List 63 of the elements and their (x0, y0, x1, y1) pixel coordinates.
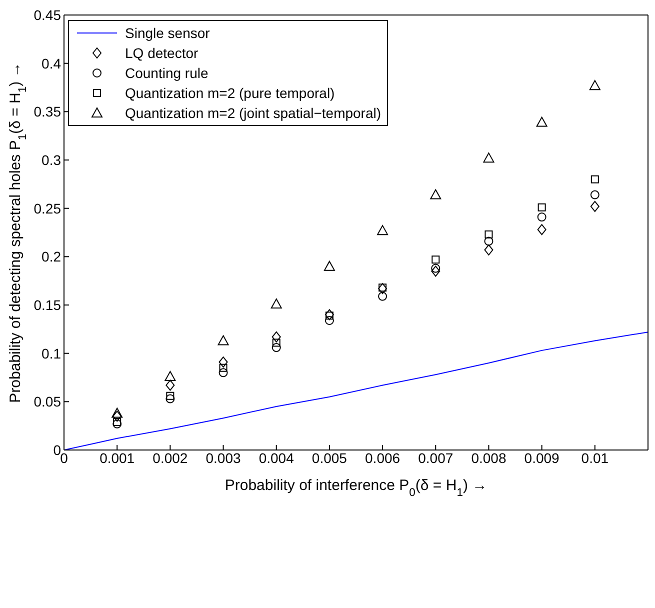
legend-label: Quantization m=2 (pure temporal) (125, 85, 335, 101)
y-tick-label: 0.25 (34, 200, 62, 216)
point (324, 260, 335, 271)
point (112, 408, 123, 418)
y-tick-label: 0.1 (42, 345, 62, 362)
point (324, 309, 334, 320)
point (483, 152, 494, 163)
point (590, 175, 599, 184)
y-tick-label: 0.35 (34, 104, 62, 120)
y-tick-label: 0.15 (34, 296, 62, 313)
point (166, 380, 175, 391)
y-tick-label: 0.05 (34, 394, 62, 410)
point (589, 80, 600, 90)
x-tick-label: 0.002 (152, 450, 188, 466)
point (431, 266, 440, 277)
legend-label: Quantization m=2 (joint spatial−temporal) (125, 105, 382, 121)
point (164, 371, 176, 382)
point (484, 230, 493, 238)
point (272, 331, 281, 342)
point (166, 394, 175, 404)
x-tick-label: 0.001 (100, 450, 135, 466)
point (272, 338, 280, 347)
legend-label: LQ detector (125, 45, 198, 61)
x-tick-label: 0.01 (581, 450, 609, 466)
point (430, 189, 442, 200)
point (112, 410, 122, 422)
legend-label: Single sensor (125, 25, 210, 41)
x-tick-label: 0.005 (312, 450, 348, 466)
point (590, 200, 600, 212)
x-tick-label: 0.003 (206, 450, 241, 466)
point (590, 190, 600, 200)
point (166, 392, 174, 400)
point (112, 419, 122, 428)
y-tick-label: 0.45 (34, 6, 62, 23)
point (218, 335, 229, 346)
x-tick-label: 0.009 (524, 450, 560, 466)
point (378, 283, 388, 294)
point (378, 292, 388, 301)
point (538, 203, 546, 212)
point (324, 316, 334, 325)
point (484, 244, 494, 256)
point (270, 298, 282, 309)
point (537, 224, 546, 236)
y-tick-label: 0.2 (42, 248, 62, 265)
point (431, 264, 440, 273)
x-tick-label: 0.007 (418, 450, 454, 466)
x-axis-title: Probability of interference P$_{0}$(δ = H$_{1}$) → (224, 477, 488, 499)
point (484, 236, 494, 246)
x-tick-label: 0.006 (365, 450, 400, 466)
point (219, 364, 228, 372)
x-tick-label: 0.008 (471, 450, 506, 466)
point (113, 418, 122, 426)
point (377, 225, 388, 236)
point (537, 212, 546, 222)
point (272, 343, 281, 352)
point (432, 256, 440, 264)
point (218, 368, 228, 378)
point (218, 356, 228, 368)
y-tick-label: 0.3 (42, 152, 62, 168)
point (536, 116, 548, 127)
y-tick-label: 0.4 (42, 55, 62, 72)
x-tick-label: 0.004 (258, 450, 294, 466)
legend-label: Counting rule (125, 65, 208, 81)
